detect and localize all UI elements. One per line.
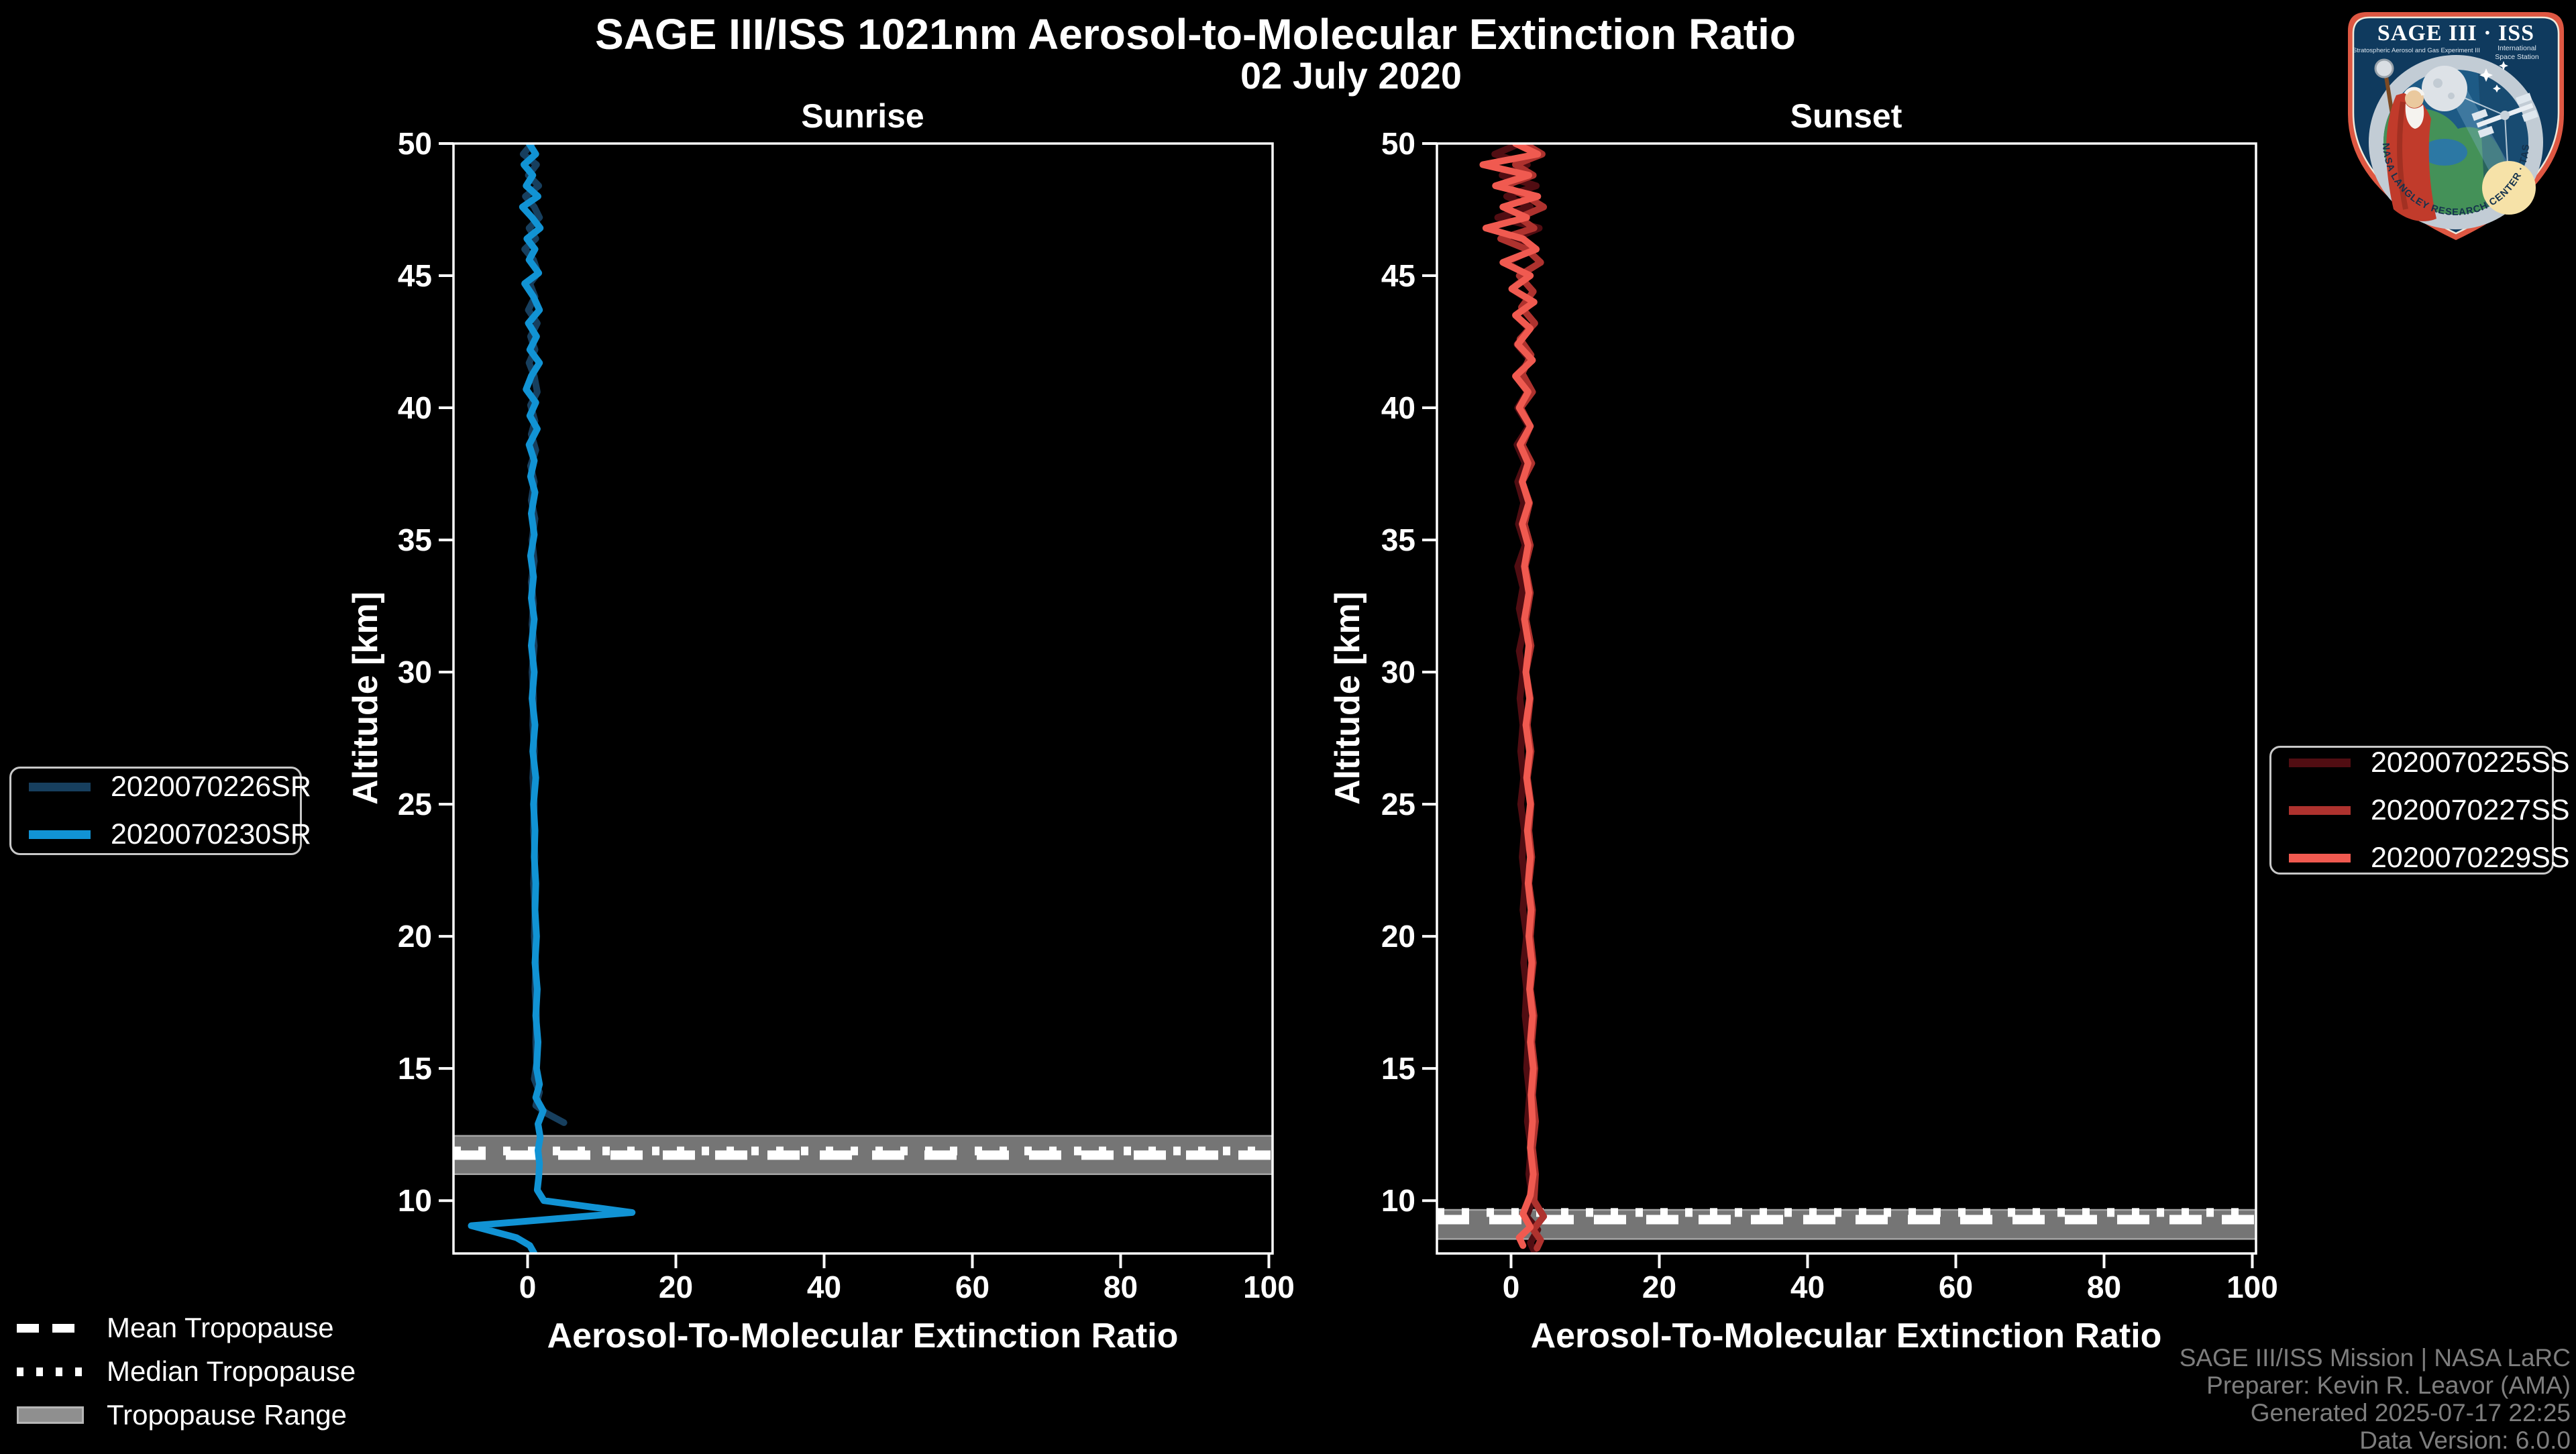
legend-label: 2020070225SS — [2371, 746, 2570, 779]
legend-label: Mean Tropopause — [107, 1312, 334, 1343]
x-axis-label-sunset: Aerosol-To-Molecular Extinction Ratio — [1530, 1317, 2162, 1355]
legend-line-swatch — [2289, 805, 2351, 815]
y-tick-label: 25 — [1381, 787, 1415, 822]
sun — [2482, 161, 2536, 215]
panel-title-sunrise: Sunrise — [801, 97, 924, 135]
legend-label: 2020070230SR — [111, 818, 311, 850]
legend-label: Median Tropopause — [107, 1355, 356, 1387]
legend-label: Tropopause Range — [107, 1399, 347, 1431]
moon-crater — [2433, 78, 2443, 88]
y-tick-label: 40 — [1381, 390, 1415, 426]
y-tick-label: 15 — [1381, 1051, 1415, 1086]
legend-item-band: Tropopause Range — [17, 1399, 356, 1431]
y-tick-label: 10 — [1381, 1183, 1415, 1219]
y-tick-label: 40 — [397, 390, 432, 426]
legend-line-swatch — [29, 783, 91, 791]
y-axis-label-sunrise: Altitude [km] — [346, 592, 385, 805]
legend-label: 2020070229SS — [2371, 841, 2570, 874]
y-tick-label: 30 — [1381, 655, 1415, 690]
y-tick-label: 20 — [1381, 919, 1415, 954]
y-tick-label: 35 — [397, 522, 432, 558]
footer-credits: SAGE III/ISS Mission | NASA LaRC Preparer… — [2180, 1344, 2571, 1454]
legend-line-swatch — [2289, 853, 2351, 862]
panel-sunset — [1437, 144, 2256, 1253]
y-tick-label: 20 — [397, 919, 432, 954]
x-tick-label: 20 — [658, 1270, 694, 1304]
legend-item-dashed: Mean Tropopause — [17, 1312, 356, 1344]
figure-title: SAGE III/ISS 1021nm Aerosol-to-Molecular… — [595, 10, 1796, 58]
x-tick-label: 100 — [2226, 1270, 2278, 1304]
axes-spine — [452, 142, 1274, 1255]
legend-sunrise-events: 2020070226SR 2020070230SR — [9, 767, 311, 855]
y-tick-label: 10 — [397, 1183, 432, 1219]
x-tick-label: 40 — [806, 1270, 842, 1304]
patch-title: SAGE III · ISS — [2377, 21, 2534, 46]
x-tick-label: 40 — [1790, 1270, 1825, 1304]
legend-line-swatch — [2289, 758, 2351, 767]
moon — [2422, 66, 2467, 111]
panel-sunrise — [453, 144, 1273, 1253]
legend-item: 2020070225SS — [2289, 746, 2570, 779]
y-tick-label: 35 — [1381, 522, 1415, 558]
legend-label: 2020070226SR — [111, 771, 311, 803]
x-tick-label: 80 — [2086, 1270, 2122, 1304]
legend-item: 2020070230SR — [29, 818, 311, 851]
legend-sunset-events: 2020070225SS 2020070227SS 2020070229SS — [2269, 746, 2570, 875]
axes-spine — [1436, 142, 2257, 1255]
y-tick-label: 25 — [397, 787, 432, 822]
legend-item: 2020070229SS — [2289, 842, 2570, 875]
x-tick-label: 20 — [1642, 1270, 1677, 1304]
footer-line: Generated 2025-07-17 22:25 — [2250, 1399, 2571, 1427]
y-tick-label: 50 — [397, 126, 432, 161]
x-tick-label: 60 — [955, 1270, 990, 1304]
legend-item: 2020070227SS — [2289, 794, 2570, 827]
x-tick-label: 80 — [1103, 1270, 1138, 1304]
y-tick-label: 50 — [1381, 126, 1415, 161]
x-axis-label-sunrise: Aerosol-To-Molecular Extinction Ratio — [547, 1317, 1179, 1355]
panel-title-sunset: Sunset — [1790, 97, 1902, 135]
series-line-2020070230SR — [468, 144, 636, 1253]
series-line-2020070229SS — [1479, 144, 1542, 1249]
tropopause-range-band — [1437, 1209, 2256, 1239]
moon-crater — [2448, 93, 2455, 99]
legend-item-dotted: Median Tropopause — [17, 1355, 356, 1388]
father-time-figure — [2374, 58, 2436, 221]
x-tick-label: 0 — [519, 1270, 537, 1304]
iss-icon — [2471, 93, 2538, 138]
y-axis-label-sunset: Altitude [km] — [1328, 592, 1367, 805]
figure-subtitle-date: 02 July 2020 — [1240, 54, 1462, 97]
y-tick-label: 45 — [1381, 258, 1415, 294]
legend-line-swatch — [29, 830, 91, 839]
legend-tropopause: Mean Tropopause Median Tropopause Tropopau… — [17, 1312, 356, 1431]
y-tick-label: 15 — [397, 1051, 432, 1086]
legend-item: 2020070226SR — [29, 771, 311, 803]
stars — [2479, 61, 2508, 93]
mission-patch-logo: SAGE III · ISS Stratospheric Aerosol and… — [2344, 8, 2564, 240]
earth-sea — [2422, 139, 2467, 166]
patch-subtitle-right-2: Space Station — [2495, 53, 2539, 61]
band-swatch — [17, 1406, 84, 1424]
x-tick-label: 100 — [1243, 1270, 1295, 1304]
y-tick-label: 45 — [397, 258, 432, 294]
patch-subtitle-right-1: International — [2498, 44, 2536, 52]
legend-label: 2020070227SS — [2371, 793, 2570, 826]
footer-line: Preparer: Kevin R. Leavor (AMA) — [2206, 1372, 2571, 1399]
y-tick-label: 30 — [397, 655, 432, 690]
x-tick-label: 0 — [1502, 1270, 1520, 1304]
footer-line: Data Version: 6.0.0 — [2359, 1427, 2571, 1454]
footer-line: SAGE III/ISS Mission | NASA LaRC — [2179, 1344, 2571, 1372]
x-tick-label: 60 — [1938, 1270, 1974, 1304]
dotted-swatch — [17, 1367, 84, 1376]
patch-subtitle-left: Stratospheric Aerosol and Gas Experiment… — [2353, 47, 2480, 54]
dashed-swatch — [17, 1323, 84, 1333]
